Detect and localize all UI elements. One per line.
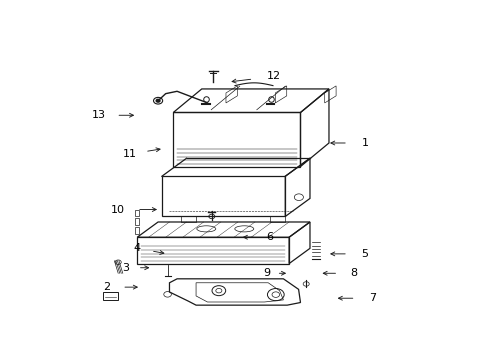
Circle shape <box>156 99 160 102</box>
Text: 5: 5 <box>362 249 368 259</box>
Text: 11: 11 <box>122 149 137 159</box>
Text: 10: 10 <box>111 204 125 215</box>
Text: 6: 6 <box>267 232 273 242</box>
Text: 13: 13 <box>92 110 106 120</box>
Text: 12: 12 <box>267 72 281 81</box>
Text: 8: 8 <box>350 268 357 278</box>
Text: 9: 9 <box>263 268 270 278</box>
Text: 7: 7 <box>369 293 376 303</box>
Text: 3: 3 <box>122 263 129 273</box>
Text: 2: 2 <box>103 282 110 292</box>
Text: 1: 1 <box>362 138 368 148</box>
Text: 4: 4 <box>134 243 141 253</box>
